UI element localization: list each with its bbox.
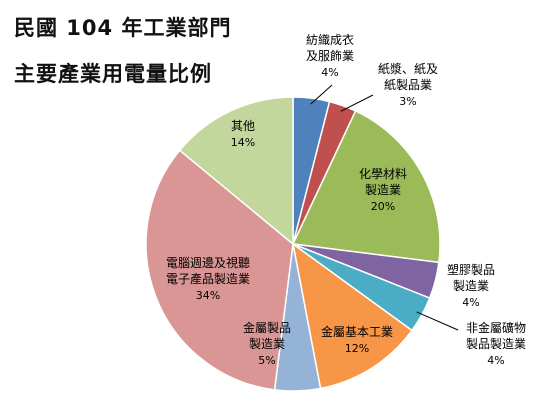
slice-label: 化學材料製造業 20% <box>359 167 407 213</box>
slice-percent-label: 4% <box>321 66 338 79</box>
slice-label: 電腦週邊及視聽電子產品製造業 34% <box>166 255 250 302</box>
pie-slice <box>145 149 294 391</box>
leader-line <box>310 84 333 105</box>
slice-category-label: 化學材料 <box>359 167 407 181</box>
slice-category-label: 製造業 <box>453 279 489 293</box>
chart-title-line-1: 民國 104 年工業部門 <box>14 16 232 40</box>
slice-category-label: 製品製造業 <box>466 337 526 351</box>
slice-label: 紡織成衣及服飾業 4% <box>306 32 354 79</box>
pie-slice <box>178 96 294 246</box>
slice-percent-label: 14% <box>231 136 255 149</box>
slice-category-label: 金屬製品 <box>243 320 291 335</box>
slice-category-label: 其他 <box>231 119 255 133</box>
leader-line <box>340 94 374 112</box>
slice-label: 金屬基本工業 12% <box>321 324 393 355</box>
slice-category-label: 非金屬礦物 <box>466 320 526 335</box>
slice-category-label: 塑膠製品 <box>447 262 495 277</box>
chart-title-line-2: 主要產業用電量比例 <box>14 62 212 86</box>
slice-category-label: 電子產品製造業 <box>166 271 250 286</box>
slice-percent-label: 34% <box>196 289 220 302</box>
slice-percent-label: 3% <box>399 95 416 108</box>
slice-percent-label: 4% <box>487 354 504 367</box>
slice-percent-label: 20% <box>371 200 395 213</box>
slice-label: 非金屬礦物製品製造業 4% <box>466 320 526 367</box>
pie-slice <box>291 109 441 264</box>
slice-category-label: 金屬基本工業 <box>321 324 393 339</box>
slice-percent-label: 12% <box>345 342 369 355</box>
slice-category-label: 電腦週邊及視聽 <box>166 255 250 270</box>
slice-label: 其他 14% <box>231 119 255 149</box>
slice-category-label: 紙漿、紙及 <box>378 61 438 76</box>
pie-slice <box>291 242 413 390</box>
slice-category-label: 製造業 <box>249 337 285 351</box>
slice-category-label: 及服飾業 <box>306 49 354 63</box>
slice-label: 塑膠製品製造業 4% <box>447 262 495 309</box>
slice-label: 紙漿、紙及紙製品業 3% <box>378 61 438 108</box>
slice-category-label: 製造業 <box>365 183 401 197</box>
leader-line <box>416 311 459 331</box>
slice-label: 金屬製品製造業 5% <box>243 320 291 367</box>
slice-category-label: 紙製品業 <box>384 77 432 92</box>
slice-percent-label: 5% <box>258 354 275 367</box>
slice-category-label: 紡織成衣 <box>306 32 354 47</box>
slice-percent-label: 4% <box>462 296 479 309</box>
